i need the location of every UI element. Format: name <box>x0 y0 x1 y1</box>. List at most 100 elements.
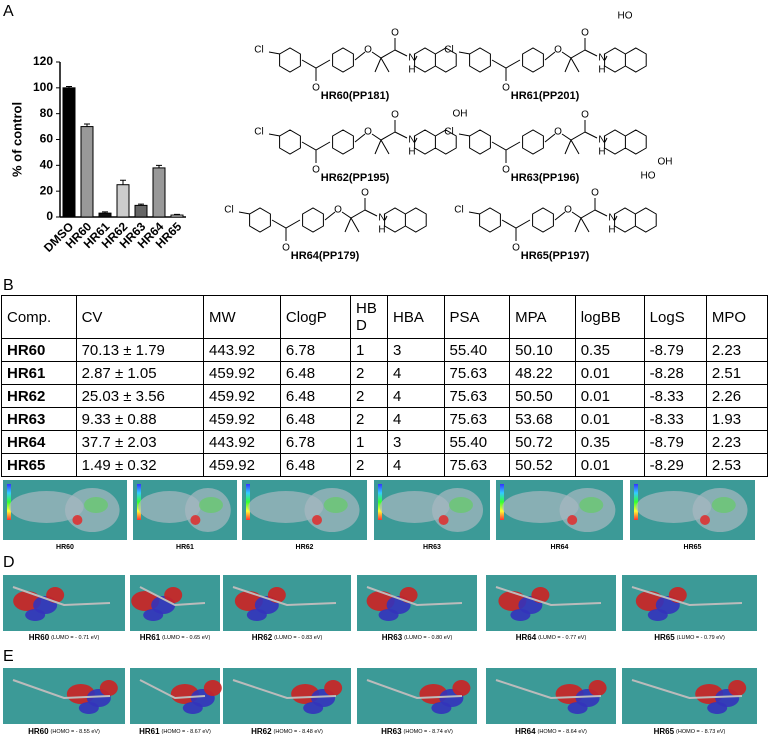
energy: (HOMO = - 8.64 eV) <box>538 729 588 735</box>
table-row: Comp. CV MW ClogP HBD HBA PSA MPA logBB LogS MPO <box>1 295 769 339</box>
orbital-lobe <box>84 497 108 513</box>
table-cell: 459.92 <box>203 384 281 408</box>
atom-label: Cl <box>444 127 453 138</box>
table-cell: 4 <box>386 407 445 431</box>
ball-stick <box>12 586 111 607</box>
table-cell: 2.26 <box>705 384 769 408</box>
orbital-lobe <box>531 587 550 603</box>
atom-label: O <box>502 83 510 94</box>
orbital-lobe <box>647 609 668 621</box>
table-cell: 0.01 <box>574 384 645 408</box>
bar <box>134 204 148 218</box>
orbital-lobe <box>199 497 223 513</box>
y-tick-label: 60 <box>40 132 54 146</box>
table-cell: -8.33 <box>643 407 707 431</box>
image-label: HR60 (HOMO = - 8.55 eV) <box>28 727 100 736</box>
ball-stick <box>232 679 337 700</box>
table-cell: 50.72 <box>509 430 576 454</box>
atom-label: H <box>598 65 605 76</box>
structure: Cl O O O NH OH HR62(PP195) <box>254 109 467 184</box>
orbital-image <box>622 668 757 724</box>
image-label: HR65 (LUMO = - 0.79 eV) <box>654 633 725 642</box>
structure: Cl O O O NH HO HR65(PP197) <box>454 171 657 262</box>
orbital-image <box>223 668 351 724</box>
compound-name: HR64 <box>515 727 536 736</box>
orbital-image <box>357 668 477 724</box>
orbital-image <box>223 575 351 631</box>
image-label: HR60 (LUMO = - 0.71 eV) <box>29 633 100 642</box>
orbital-lobe <box>203 680 222 696</box>
orbital-lobe <box>711 497 736 513</box>
orbital-lobe <box>248 491 324 523</box>
atom-label: O <box>312 83 320 94</box>
table-cell: 0.01 <box>574 407 645 431</box>
table-cell: 6.78 <box>279 430 351 454</box>
orbital-image <box>357 575 477 631</box>
atom-label: OH <box>453 109 468 120</box>
orbital-lobe <box>72 515 83 525</box>
image-label: HR61 <box>176 544 194 551</box>
atom-label: HO <box>618 11 633 22</box>
color-scale <box>634 484 638 520</box>
table-cell: 2.87 ± 1.05 <box>75 361 205 385</box>
table-cell: 2.23 <box>705 430 769 454</box>
atom-label: O <box>391 110 399 121</box>
image-label: HR62 <box>296 544 314 551</box>
bar <box>98 212 112 218</box>
table-cell: 443.92 <box>203 338 281 362</box>
orbital-lobe <box>399 587 418 603</box>
orbital-lobe <box>25 609 46 621</box>
energy: (LUMO = - 0.65 eV) <box>162 635 210 641</box>
orbital-lobe <box>182 702 203 714</box>
table-row: HR65 1.49 ± 0.32 459.92 6.48 2 4 75.63 50.52 0.0… <box>1 453 769 477</box>
orbital-image <box>130 575 220 631</box>
orbital-lobe <box>143 609 164 621</box>
compound-name: HR65 <box>654 633 675 642</box>
table-cell: 55.40 <box>443 338 511 362</box>
error-bar <box>84 123 90 127</box>
table-cell: 50.50 <box>509 384 576 408</box>
panel-label: E <box>3 648 14 665</box>
panel-label: A <box>3 3 14 20</box>
table-cell: Comp. <box>1 295 77 339</box>
table-cell: 2 <box>349 361 388 385</box>
atom-label: OH <box>658 157 673 168</box>
esp-image <box>133 480 237 540</box>
atom-label: Cl <box>254 45 263 56</box>
orbital-lobe <box>9 491 84 523</box>
atom-label: O <box>364 45 372 56</box>
ball-stick <box>495 586 602 607</box>
y-tick-label: 0 <box>46 209 53 223</box>
table-cell: 9.33 ± 0.88 <box>75 407 205 431</box>
atom-label: O <box>312 165 320 176</box>
structure: Cl O O O NH HR64(PP179) <box>224 188 427 262</box>
orbital-lobe <box>323 497 348 513</box>
y-tick-label: 20 <box>40 183 54 197</box>
table-cell: LogS <box>643 295 707 339</box>
compound-name: HR62 <box>252 633 273 642</box>
compound-name: HR60 <box>28 727 49 736</box>
ball-stick <box>495 679 602 700</box>
bar <box>116 184 130 218</box>
table-cell: 459.92 <box>203 453 281 477</box>
table-cell: -8.33 <box>643 384 707 408</box>
orbital-lobe <box>379 491 450 523</box>
atom-label: N <box>378 213 385 224</box>
orbital-image <box>130 668 222 724</box>
table-cell: MW <box>203 295 281 339</box>
energy: (LUMO = - 0.79 eV) <box>677 635 725 641</box>
atom-label: O <box>502 165 510 176</box>
table-cell: 2 <box>349 453 388 477</box>
table-cell: 6.78 <box>279 338 351 362</box>
orbital-image <box>486 668 616 724</box>
ball-stick <box>139 586 206 607</box>
table-cell: HR61 <box>1 361 77 385</box>
table-cell: 3 <box>386 338 445 362</box>
structure-bonds <box>458 38 647 81</box>
table-cell: 3 <box>386 430 445 454</box>
table-cell: 0.35 <box>574 338 645 362</box>
ball-stick <box>366 586 463 607</box>
table-cell: 1.49 ± 0.32 <box>75 453 205 477</box>
orbital-lobe <box>449 497 473 513</box>
error-bar <box>120 179 126 185</box>
